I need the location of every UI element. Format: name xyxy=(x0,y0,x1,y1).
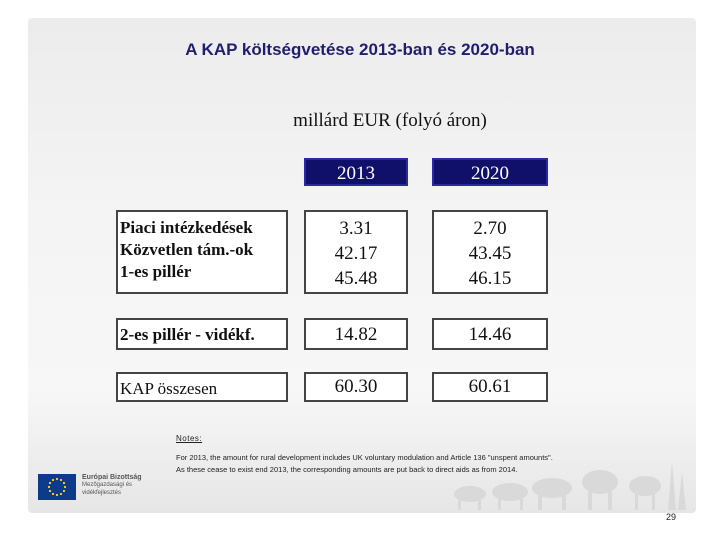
page-number: 29 xyxy=(665,512,676,522)
notes-line-1: For 2013, the amount for rural developme… xyxy=(176,453,553,462)
slide-title: A KAP költségvetése 2013-ban és 2020-ban xyxy=(185,40,535,59)
value-total-2020: 60.61 xyxy=(432,372,548,402)
label-pillar1: 1-es pillér xyxy=(120,262,192,281)
logo-line-3: vidékfejlesztés xyxy=(82,490,122,496)
values-group1-2013: 3.31 42.17 45.48 xyxy=(304,210,408,294)
value-market-2020: 2.70 xyxy=(473,218,507,239)
value-total-2013: 60.30 xyxy=(304,372,408,402)
value-pillar2-2013: 14.82 xyxy=(304,318,408,350)
value-market-2013: 3.31 xyxy=(339,218,373,239)
row-label-group1: Piaci intézkedések Közvetlen tám.-ok 1-e… xyxy=(116,210,288,294)
label-pillar2: 2-es pillér - vidékf. xyxy=(116,318,288,350)
value-pillar2-2020: 14.46 xyxy=(432,318,548,350)
logo-line-2: Mezőgazdasági és xyxy=(82,482,133,488)
label-total: KAP összesen xyxy=(116,372,288,402)
notes-heading: Notes: xyxy=(176,434,203,443)
logo-line-1: Európai Bizottság xyxy=(82,474,142,481)
year-header-2020: 2020 xyxy=(432,158,548,186)
unit-label: millárd EUR (folyó áron) xyxy=(293,110,487,131)
label-direct-payments: Közvetlen tám.-ok xyxy=(120,240,254,259)
value-pillar1-2013: 45.48 xyxy=(334,268,378,289)
year-header-2013: 2013 xyxy=(304,158,408,186)
value-direct-2013: 42.17 xyxy=(334,243,378,264)
label-market-measures: Piaci intézkedések xyxy=(120,218,253,237)
notes-text: For 2013, the amount for rural developme… xyxy=(176,452,646,476)
value-pillar1-2020: 46.15 xyxy=(468,268,512,289)
values-group1-2020: 2.70 43.45 46.15 xyxy=(432,210,548,294)
value-direct-2020: 43.45 xyxy=(468,243,512,264)
eu-logo-text: Európai Bizottság Mezőgazdasági és vidék… xyxy=(82,474,142,497)
farm-animals-icon xyxy=(440,452,690,519)
notes-line-2: As these cease to exist end 2013, the co… xyxy=(176,465,518,474)
eu-flag-icon xyxy=(38,474,76,500)
